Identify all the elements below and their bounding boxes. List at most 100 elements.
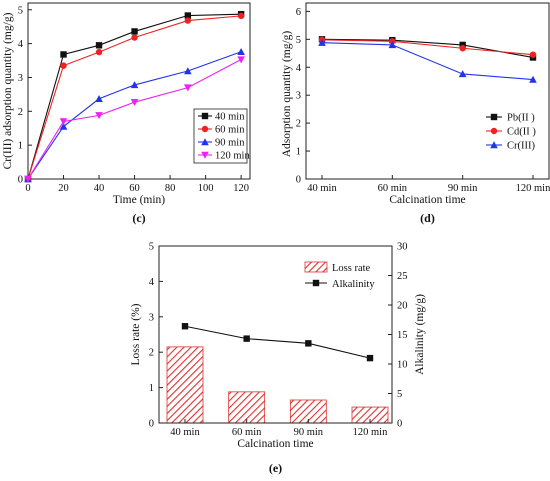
bar: [228, 391, 266, 424]
x-tick-label: 100: [198, 183, 214, 194]
x-tick-label: 20: [58, 183, 69, 194]
y-tick-label: 4: [149, 277, 155, 288]
data-point: [130, 98, 139, 106]
x-tick-label: 120 min: [516, 183, 550, 194]
y-right-tick-label: 5: [397, 389, 402, 400]
y-tick-label: 3: [149, 312, 154, 323]
x-tick-label: 40 min: [170, 427, 200, 438]
y-axis-title: Cr(III) adsorption quantity (mg/g): [2, 12, 14, 169]
data-point: [184, 17, 192, 24]
data-point: [95, 48, 103, 56]
legend-label: Pb(II ): [507, 113, 535, 124]
y-right-tick-label: 30: [397, 242, 408, 253]
series-line: [321, 42, 534, 81]
data-point: [459, 41, 466, 49]
chart-panel-e: 40 min 60 min 90 min 120 min 0 1 2 3 4 5 0 5 10 15 20 2…: [130, 242, 426, 476]
data-point: [318, 38, 326, 46]
y-right-tick-label: 20: [397, 301, 408, 312]
data-point: [237, 56, 245, 64]
legend-swatch-marker: [201, 138, 209, 146]
series-line: [27, 51, 242, 180]
legend-swatch-marker: [201, 112, 209, 120]
legend-label: 120 min: [215, 151, 250, 162]
y-tick-label: 6: [296, 7, 301, 18]
panel-caption-e: (e): [269, 461, 282, 475]
data-point: [243, 335, 250, 342]
data-point: [388, 41, 397, 49]
data-point: [95, 94, 103, 102]
legend-label: 90 min: [215, 138, 245, 149]
y-tick-label: 5: [149, 242, 154, 253]
x-axis-title: Calcination time: [237, 438, 313, 450]
data-point: [24, 175, 32, 183]
y-axis-title: Loss rate (%): [130, 303, 142, 365]
y-tick-label: 4: [18, 39, 24, 50]
data-point: [184, 67, 192, 75]
data-point: [95, 112, 103, 120]
series-line: [184, 325, 371, 359]
data-point: [458, 70, 467, 78]
x-tick-label: 90 min: [448, 183, 478, 194]
y-right-tick-label: 0: [397, 419, 402, 430]
legend-swatch-marker: [201, 125, 209, 133]
x-tick-label: 120: [233, 183, 249, 194]
y-tick-label: 0: [18, 175, 23, 186]
data-point: [131, 28, 138, 35]
legend-label: 40 min: [215, 112, 245, 123]
legend-label: Loss rate: [332, 263, 371, 274]
data-point: [529, 51, 537, 58]
data-point: [237, 47, 245, 55]
x-tick-label: 80: [165, 183, 176, 194]
data-point: [95, 42, 103, 49]
data-point: [184, 84, 192, 92]
plot-frame: [305, 2, 550, 180]
data-point: [184, 12, 192, 19]
series-line: [321, 38, 534, 59]
y-tick-label: 1: [296, 147, 301, 158]
y-tick-label: 2: [18, 107, 23, 118]
legend-swatch-marker: [490, 113, 498, 121]
x-tick-label: 40 min: [307, 183, 337, 194]
y-tick-label: 1: [149, 383, 154, 394]
x-tick-label: 90 min: [294, 427, 324, 438]
data-point: [60, 51, 67, 58]
y-tick-label: 5: [18, 5, 23, 16]
x-tick-label: 0: [25, 183, 30, 194]
chart-panel-c: 0 20 40 60 80 100 120 0 1 2 3 4 5 Time (min) Cr(III) a…: [2, 2, 251, 225]
series-line: [321, 39, 534, 56]
data-point: [237, 12, 245, 20]
data-point: [529, 75, 537, 83]
x-tick-label: 60: [129, 183, 140, 194]
x-axis-title: Time (min): [113, 194, 165, 206]
legend-swatch-marker: [312, 279, 320, 287]
y-tick-label: 4: [296, 63, 302, 74]
x-tick-label: 60 min: [232, 427, 262, 438]
data-point: [181, 323, 189, 330]
plot-frame: [27, 2, 251, 180]
data-point: [59, 122, 68, 130]
legend-label: Cd(II ): [507, 127, 536, 138]
legend-swatch-marker: [490, 141, 498, 149]
y-tick-label: 0: [296, 175, 301, 186]
legend-label: Cr(III): [507, 141, 535, 152]
x-tick-label: 40: [94, 183, 105, 194]
y-axis-title: Adsorption quantity (mg/g): [281, 31, 293, 158]
y-tick-label: 3: [18, 73, 23, 84]
y-tick-label: 2: [149, 348, 154, 359]
y-right-tick-label: 10: [397, 360, 408, 371]
y-right-axis-title: Alkalinity (mg/g): [414, 294, 426, 375]
data-point: [366, 354, 374, 362]
y-right-tick-label: 15: [397, 330, 408, 341]
series-line: [27, 59, 242, 180]
data-point: [59, 118, 68, 126]
legend-swatch-marker: [201, 151, 209, 159]
panel-caption-c: (c): [132, 211, 145, 225]
x-tick-label: 120 min: [353, 427, 388, 438]
chart-panel-d: 40 min 60 min 90 min 120 min 0 1 2 3 4 5 6 Calcinat…: [281, 2, 550, 225]
y-tick-label: 2: [296, 119, 301, 130]
y-right-tick-label: 25: [397, 271, 408, 282]
data-point: [305, 340, 312, 347]
series-line: [27, 15, 242, 180]
y-tick-label: 3: [296, 91, 301, 102]
